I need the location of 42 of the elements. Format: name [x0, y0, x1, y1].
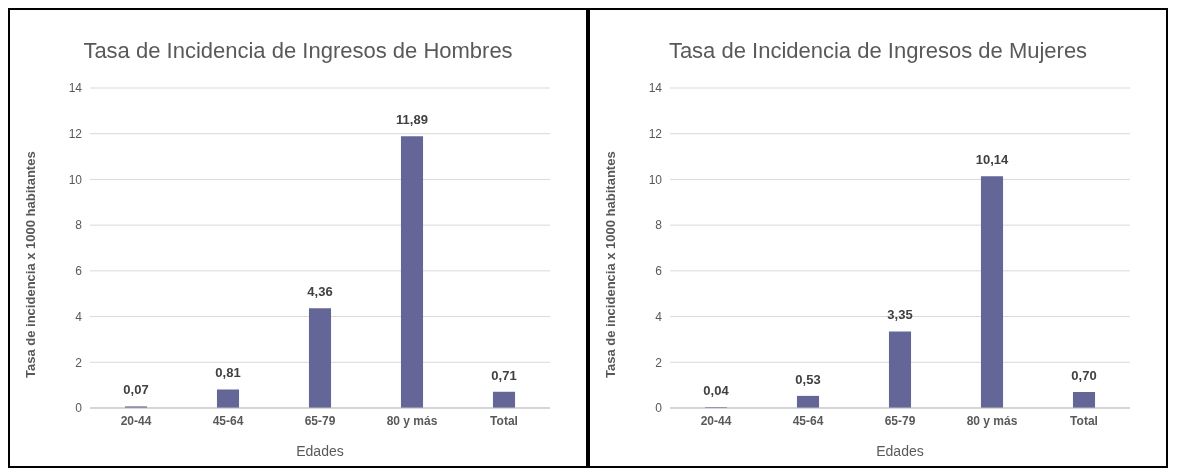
x-axis-title: Edades	[876, 443, 924, 459]
y-tick-label: 0	[75, 401, 83, 416]
y-tick-label: 14	[68, 81, 83, 96]
x-axis-title: Edades	[296, 443, 344, 459]
x-tick-label: 80 y más	[386, 413, 438, 428]
y-tick-label: 10	[68, 172, 83, 187]
y-axis-title: Tasa de incidencia x 1000 habitantes	[602, 151, 618, 378]
data-label: 10,14	[975, 152, 1010, 168]
data-label: 0,70	[1071, 368, 1097, 383]
y-tick-label: 0	[655, 401, 663, 416]
x-tick-label: 45-64	[792, 413, 824, 428]
y-axis-title: Tasa de incidencia x 1000 habitantes	[22, 151, 38, 378]
y-tick-label: 8	[75, 218, 83, 233]
x-tick-label: 20-44	[700, 413, 732, 428]
y-tick-label: 6	[655, 264, 663, 279]
chart-title: Tasa de Incidencia de Ingresos de Hombres	[82, 38, 514, 64]
data-label: 0,53	[795, 371, 821, 387]
y-tick-label: 12	[648, 126, 663, 141]
data-label: 11,89	[396, 112, 428, 128]
chart-title: Tasa de Incidencia de Ingresos de Mujeres	[667, 38, 1089, 64]
x-tick-label: 65-79	[884, 413, 916, 428]
y-tick-label: 6	[75, 264, 83, 279]
data-label: 0,81	[215, 365, 241, 381]
x-tick-label: 45-64	[212, 413, 244, 428]
data-label: 0,71	[491, 367, 517, 383]
y-tick-label: 12	[68, 126, 83, 141]
y-tick-label: 8	[655, 218, 663, 233]
x-tick-label: Total	[1070, 413, 1098, 428]
x-tick-label: 20-44	[120, 413, 152, 428]
data-label: 3,35	[887, 307, 913, 323]
y-tick-label: 4	[655, 309, 663, 324]
y-tick-label: 4	[75, 309, 83, 324]
data-label: 0,07	[123, 382, 149, 398]
y-tick-label: 14	[648, 81, 663, 96]
y-tick-label: 2	[75, 355, 83, 370]
y-tick-label: 10	[648, 172, 663, 187]
x-tick-label: Total	[490, 413, 518, 428]
data-label: 4,36	[307, 284, 333, 300]
x-tick-label: 65-79	[304, 413, 336, 428]
y-tick-label: 2	[655, 355, 663, 370]
x-tick-label: 80 y más	[966, 413, 1018, 428]
data-label: 0,04	[703, 383, 730, 399]
